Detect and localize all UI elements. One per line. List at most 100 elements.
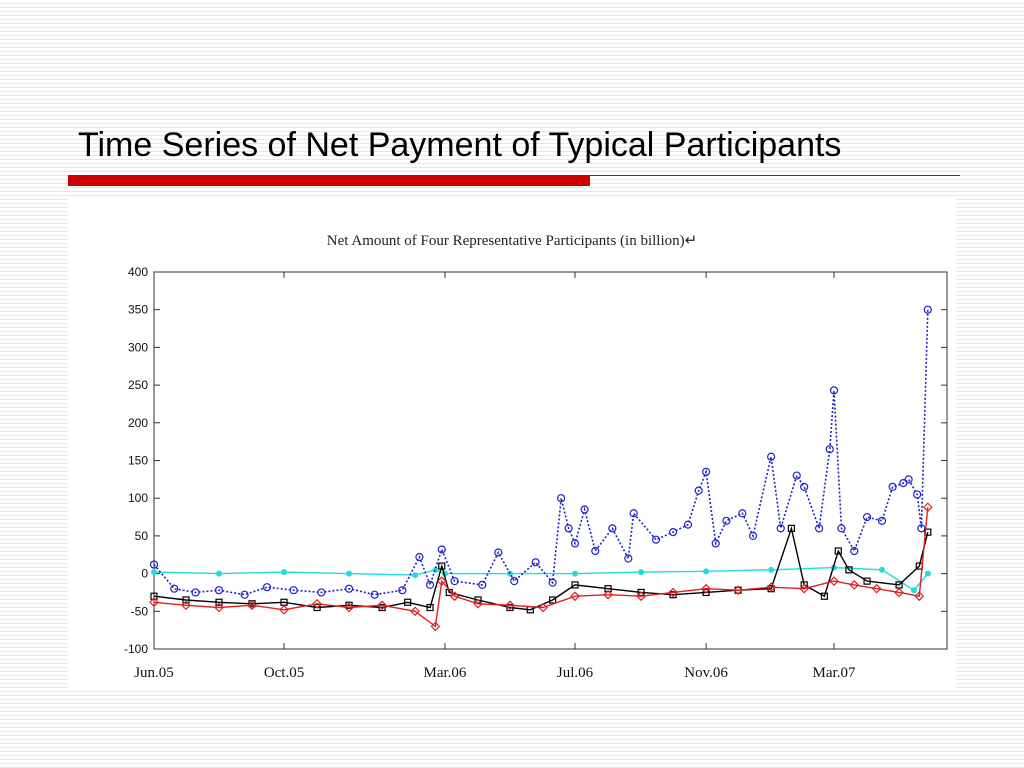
data-point xyxy=(312,598,322,609)
data-point xyxy=(346,570,353,577)
y-tick-label: 150 xyxy=(128,454,148,468)
data-point xyxy=(922,502,933,513)
x-tick-label: Jun.05 xyxy=(134,665,174,681)
data-point xyxy=(651,535,661,544)
y-tick-label: 350 xyxy=(128,303,148,317)
series-layer xyxy=(149,305,933,632)
data-point xyxy=(181,600,191,611)
data-point xyxy=(214,602,224,613)
chart-title: Net Amount of Four Representative Partic… xyxy=(327,233,697,249)
data-point xyxy=(191,588,200,597)
data-point xyxy=(837,524,846,533)
data-point xyxy=(722,516,731,525)
data-point xyxy=(702,467,711,476)
y-tick-label: 200 xyxy=(128,416,148,430)
y-tick-label: 300 xyxy=(128,340,148,354)
data-point xyxy=(702,588,710,597)
series-0 xyxy=(149,305,932,599)
data-point xyxy=(474,596,482,604)
x-tick-label: Jul.06 xyxy=(557,665,594,681)
data-point xyxy=(473,598,483,609)
title-accent-bar xyxy=(68,175,590,186)
series-1 xyxy=(150,524,932,614)
data-point xyxy=(216,570,223,577)
data-point xyxy=(913,490,922,499)
data-point xyxy=(825,445,834,454)
data-point xyxy=(538,602,548,613)
data-point xyxy=(701,583,711,594)
data-point xyxy=(412,572,419,579)
y-tick-label: 0 xyxy=(141,567,148,581)
data-point xyxy=(878,566,885,573)
data-point xyxy=(799,583,810,594)
series-line xyxy=(153,566,929,592)
data-point xyxy=(629,509,638,518)
data-point xyxy=(904,475,913,484)
x-tick-label: Mar.07 xyxy=(813,665,856,681)
y-tick-label: -100 xyxy=(124,642,148,656)
data-point xyxy=(668,587,678,598)
data-point xyxy=(787,524,795,532)
data-point xyxy=(215,598,223,606)
slide-title: Time Series of Net Payment of Typical Pa… xyxy=(78,126,842,164)
data-point xyxy=(436,576,447,586)
x-tick-label: Oct.05 xyxy=(264,665,304,681)
data-point xyxy=(182,596,190,604)
title-underline xyxy=(590,175,960,176)
data-point xyxy=(247,600,257,611)
data-point xyxy=(738,509,747,518)
data-point xyxy=(531,558,540,567)
data-point xyxy=(849,580,860,590)
data-point xyxy=(344,584,354,593)
data-point xyxy=(432,566,439,573)
x-axis: Jun.05 Oct.05 Mar.06 Jul.06 Nov.06 Mar.07 xyxy=(134,272,856,681)
y-tick-label: -50 xyxy=(131,604,149,618)
data-point xyxy=(766,582,776,593)
data-point xyxy=(450,577,459,586)
data-point xyxy=(871,583,882,594)
data-point xyxy=(313,603,321,612)
data-point xyxy=(149,597,159,608)
y-tick-label: 50 xyxy=(135,529,149,543)
chart-panel: Net Amount of Four Representative Partic… xyxy=(68,196,956,690)
data-point xyxy=(845,566,853,574)
y-tick-label: 400 xyxy=(128,265,148,279)
data-point xyxy=(572,570,579,577)
data-point xyxy=(800,482,809,491)
data-point xyxy=(415,552,424,562)
data-point xyxy=(924,570,931,577)
data-point xyxy=(603,589,613,600)
data-point xyxy=(850,546,859,556)
data-point xyxy=(262,583,272,592)
data-point xyxy=(410,606,420,617)
y-tick-label: 250 xyxy=(128,378,148,392)
data-point xyxy=(636,591,646,602)
series-2 xyxy=(149,502,933,632)
data-point xyxy=(637,588,645,597)
data-point xyxy=(748,531,758,540)
data-point xyxy=(437,545,446,554)
data-point xyxy=(317,588,326,597)
data-point xyxy=(426,603,434,612)
series-line xyxy=(153,309,929,596)
data-point xyxy=(494,548,503,557)
y-axis: -100 -50 0 50 100 150 200 250 300 350 400 xyxy=(124,265,947,656)
data-point xyxy=(899,479,908,488)
data-point xyxy=(149,560,159,569)
data-point xyxy=(449,591,460,602)
data-point xyxy=(888,482,897,491)
x-tick-label: Mar.06 xyxy=(424,665,467,681)
data-point xyxy=(510,577,519,586)
data-point xyxy=(910,587,917,594)
data-point xyxy=(377,600,387,611)
data-point xyxy=(829,386,839,395)
data-point xyxy=(820,592,829,600)
series-line xyxy=(153,525,929,611)
data-point xyxy=(683,520,693,529)
data-point xyxy=(767,452,776,461)
data-point xyxy=(557,494,566,503)
data-point xyxy=(894,587,904,598)
data-point xyxy=(863,577,871,585)
net-amount-chart: Net Amount of Four Representative Partic… xyxy=(124,233,948,681)
data-point xyxy=(506,603,514,612)
